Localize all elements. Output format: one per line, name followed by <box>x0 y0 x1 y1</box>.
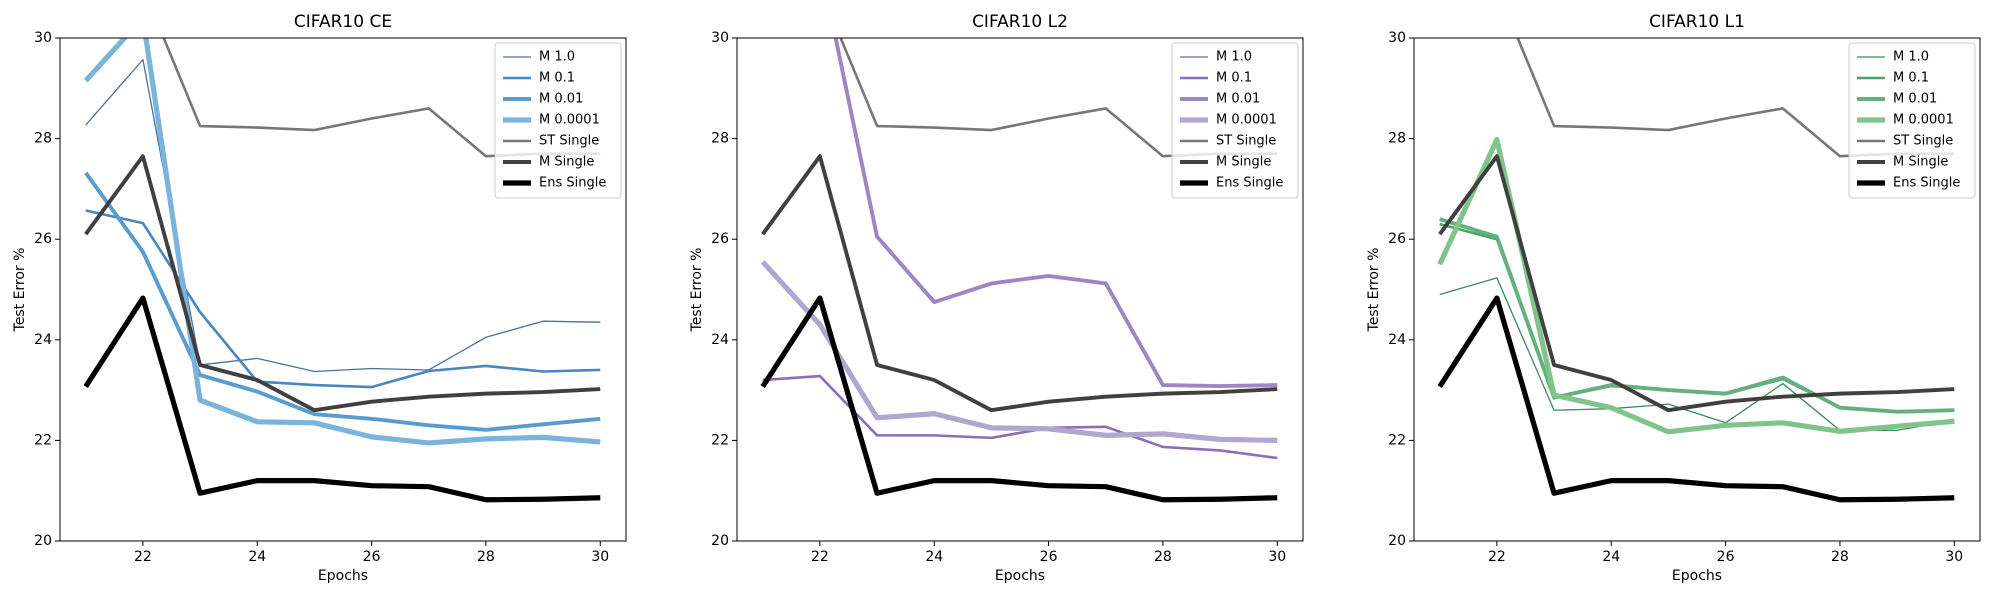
y-tick-label: 28 <box>1388 131 1406 147</box>
legend-frame <box>1171 42 1299 199</box>
series-line <box>1437 295 1955 503</box>
axes-frame <box>59 37 627 542</box>
legend-label: M 1.0 <box>1893 50 1929 65</box>
legend-label: M 0.01 <box>1893 92 1937 107</box>
y-tick-label: 22 <box>34 432 52 448</box>
y-tick-label: 28 <box>34 131 52 147</box>
y-tick-label: 20 <box>34 533 52 549</box>
x-tick-label: 22 <box>1488 549 1506 565</box>
x-tick-label: 26 <box>363 549 381 565</box>
x-tick-label: 22 <box>134 549 152 565</box>
y-tick-label: 30 <box>34 30 52 46</box>
legend-label: ST Single <box>1216 134 1276 149</box>
x-tick-label: 24 <box>1602 549 1620 565</box>
x-axis-label: Epochs <box>318 568 368 584</box>
legend-label: Ens Single <box>539 176 606 191</box>
y-tick-label: 26 <box>711 231 729 247</box>
y-tick-label: 24 <box>711 332 729 348</box>
legend-label: M 0.1 <box>539 71 575 86</box>
legend-label: M 0.01 <box>539 92 583 107</box>
x-tick-label: 22 <box>811 549 829 565</box>
x-tick-label: 28 <box>477 549 495 565</box>
y-tick-label: 20 <box>1388 533 1406 549</box>
x-tick-label: 24 <box>248 549 266 565</box>
subplot: CIFAR10 L1 Epochs Test Error % 22 24 26 28 30 20… <box>1366 12 1981 584</box>
legend: M 1.0 M 0.1 M 0.01 M 0.0001 ST Single M Singl… <box>1848 42 1976 199</box>
x-tick-label: 30 <box>1268 549 1286 565</box>
axes-frame <box>1413 37 1981 542</box>
x-tick-label: 28 <box>1831 549 1849 565</box>
legend-label: M 0.0001 <box>539 113 600 128</box>
y-tick-label: 24 <box>34 332 52 348</box>
subplot: CIFAR10 L2 Epochs Test Error % 22 24 26 28 30 20… <box>689 12 1304 584</box>
legend-label: M 0.0001 <box>1893 113 1954 128</box>
legend-frame <box>1848 42 1976 199</box>
legend-label: M 0.01 <box>1216 92 1260 107</box>
legend-label: Ens Single <box>1893 176 1960 191</box>
legend: M 1.0 M 0.1 M 0.01 M 0.0001 ST Single M Singl… <box>1171 42 1299 199</box>
chart-title: CIFAR10 L1 <box>1649 12 1745 32</box>
y-axis-label: Test Error % <box>12 248 28 333</box>
x-tick-label: 26 <box>1717 549 1735 565</box>
y-tick-label: 26 <box>1388 231 1406 247</box>
legend-frame <box>494 42 622 199</box>
series-line <box>1438 154 1955 413</box>
series-line <box>1439 222 1955 414</box>
axes-frame <box>736 37 1304 542</box>
y-axis-label: Test Error % <box>689 248 705 333</box>
legend-label: M 0.0001 <box>1216 113 1277 128</box>
series-line <box>83 295 601 503</box>
y-tick-label: 22 <box>1388 432 1406 448</box>
x-tick-label: 28 <box>1154 549 1172 565</box>
subplot: CIFAR10 CE Epochs Test Error % 22 24 26 28 30 20… <box>12 12 627 584</box>
series-line <box>1439 217 1955 414</box>
series-line <box>760 260 1278 443</box>
legend-label: Ens Single <box>1216 176 1283 191</box>
x-tick-label: 30 <box>1945 549 1963 565</box>
legend-label: M 1.0 <box>1216 50 1252 65</box>
legend-label: M Single <box>1893 155 1948 170</box>
legend-label: ST Single <box>1893 134 1953 149</box>
legend-label: M 0.1 <box>1893 71 1929 86</box>
y-axis-label: Test Error % <box>1366 248 1382 333</box>
series-line <box>83 38 601 446</box>
series-line <box>761 154 1278 413</box>
x-tick-label: 24 <box>925 549 943 565</box>
series-line <box>762 375 1278 459</box>
y-tick-label: 30 <box>1388 30 1406 46</box>
legend-label: M Single <box>1216 155 1271 170</box>
series-line <box>84 154 601 413</box>
y-tick-label: 20 <box>711 533 729 549</box>
y-tick-label: 30 <box>711 30 729 46</box>
x-axis-label: Epochs <box>995 568 1045 584</box>
x-tick-label: 30 <box>591 549 609 565</box>
series-line <box>760 295 1278 503</box>
legend-label: M 0.1 <box>1216 71 1252 86</box>
plot-area <box>83 38 601 503</box>
legend-label: M 1.0 <box>539 50 575 65</box>
series-line <box>84 171 601 432</box>
chart-title: CIFAR10 CE <box>294 12 392 32</box>
y-tick-label: 22 <box>711 432 729 448</box>
series-line <box>833 38 1278 389</box>
y-tick-label: 24 <box>1388 332 1406 348</box>
y-tick-label: 28 <box>711 131 729 147</box>
series-line <box>762 374 1278 460</box>
legend-label: ST Single <box>539 134 599 149</box>
x-axis-label: Epochs <box>1672 568 1722 584</box>
legend-label: M Single <box>539 155 594 170</box>
legend: M 1.0 M 0.1 M 0.01 M 0.0001 ST Single M Singl… <box>494 42 622 199</box>
chart-title: CIFAR10 L2 <box>972 12 1068 32</box>
x-tick-label: 26 <box>1040 549 1058 565</box>
y-tick-label: 26 <box>34 231 52 247</box>
